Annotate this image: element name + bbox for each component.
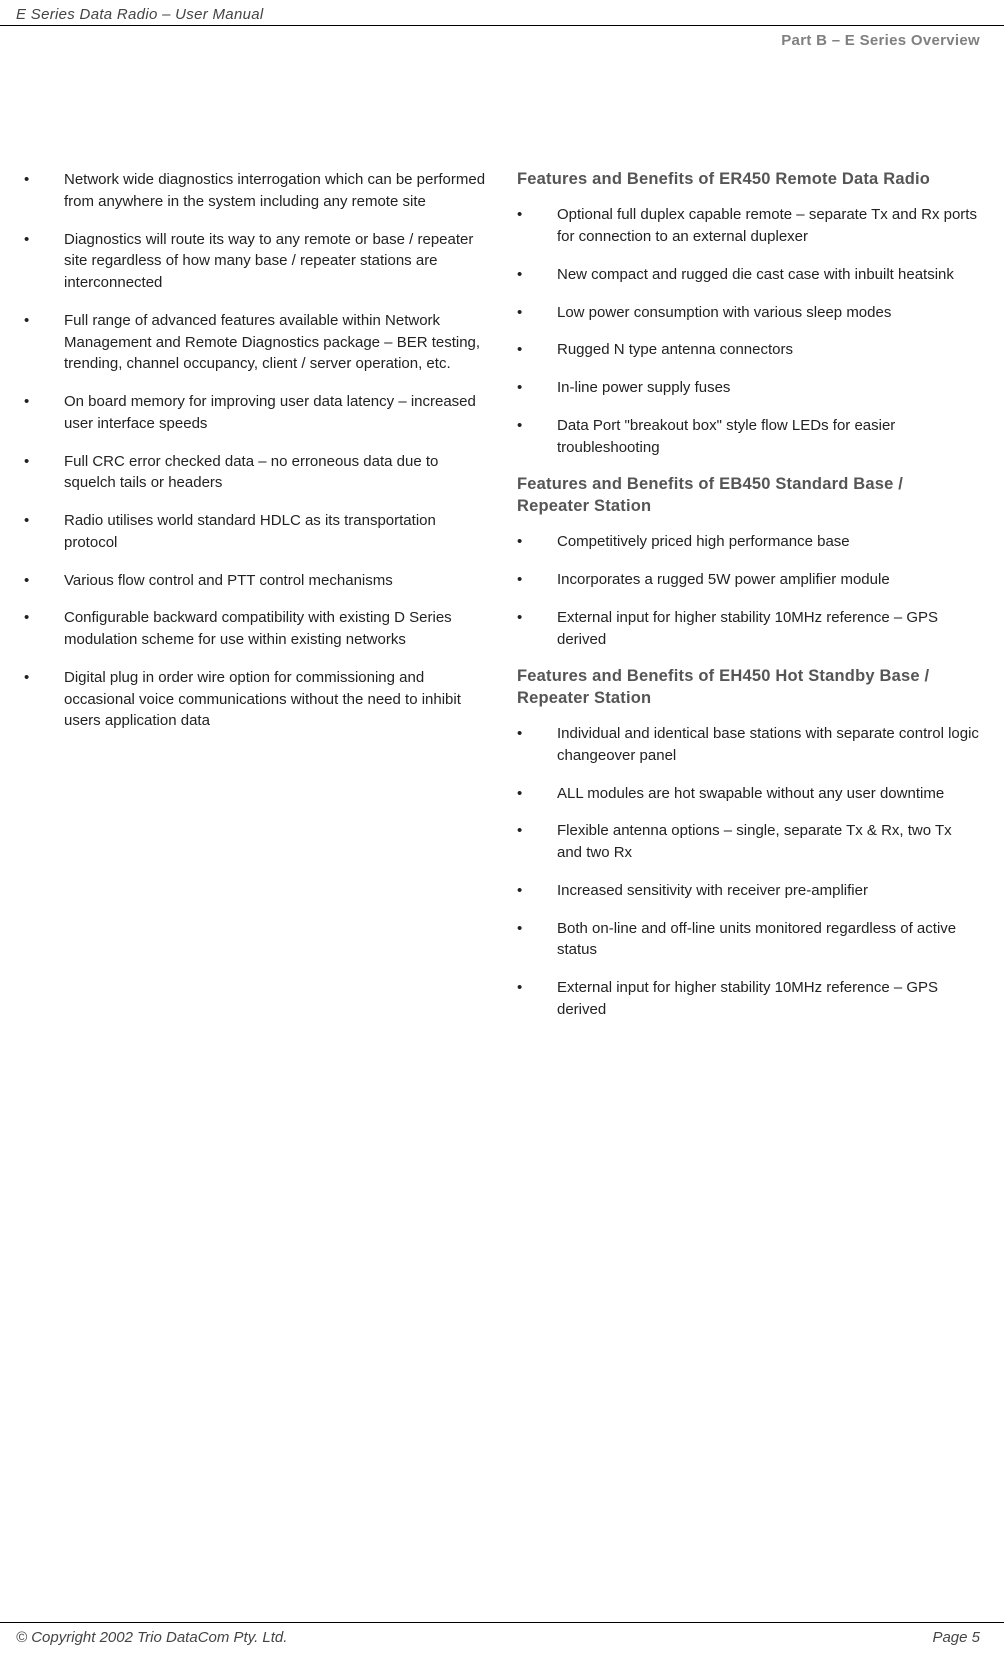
- list-item: Network wide diagnostics interrogation w…: [24, 169, 487, 213]
- page-number: Page 5: [932, 1629, 980, 1646]
- eh450-bullet-list: Individual and identical base stations w…: [517, 723, 980, 1021]
- subhead-er450: Features and Benefits of ER450 Remote Da…: [517, 169, 980, 190]
- list-item: Individual and identical base stations w…: [517, 723, 980, 767]
- section-label: Part B – E Series Overview: [0, 26, 1004, 49]
- list-item: Full CRC error checked data – no erroneo…: [24, 451, 487, 495]
- list-item: External input for higher stability 10MH…: [517, 977, 980, 1021]
- list-item: Configurable backward compatibility with…: [24, 607, 487, 651]
- list-item: Various flow control and PTT control mec…: [24, 570, 487, 592]
- subhead-eh450: Features and Benefits of EH450 Hot Stand…: [517, 666, 980, 709]
- list-item: Competitively priced high performance ba…: [517, 531, 980, 553]
- header-bar: E Series Data Radio – User Manual: [0, 0, 1004, 26]
- list-item: Rugged N type antenna connectors: [517, 339, 980, 361]
- list-item: Low power consumption with various sleep…: [517, 302, 980, 324]
- list-item: Digital plug in order wire option for co…: [24, 667, 487, 732]
- subhead-eb450: Features and Benefits of EB450 Standard …: [517, 474, 980, 517]
- manual-title: E Series Data Radio – User Manual: [16, 6, 264, 23]
- list-item: Data Port "breakout box" style flow LEDs…: [517, 415, 980, 459]
- list-item: On board memory for improving user data …: [24, 391, 487, 435]
- right-column: Features and Benefits of ER450 Remote Da…: [517, 169, 980, 1622]
- list-item: Both on-line and off-line units monitore…: [517, 918, 980, 962]
- list-item: Increased sensitivity with receiver pre-…: [517, 880, 980, 902]
- er450-bullet-list: Optional full duplex capable remote – se…: [517, 204, 980, 458]
- eb450-bullet-list: Competitively priced high performance ba…: [517, 531, 980, 650]
- copyright-text: © Copyright 2002 Trio DataCom Pty. Ltd.: [16, 1629, 287, 1646]
- list-item: Radio utilises world standard HDLC as it…: [24, 510, 487, 554]
- list-item: External input for higher stability 10MH…: [517, 607, 980, 651]
- list-item: Full range of advanced features availabl…: [24, 310, 487, 375]
- list-item: Optional full duplex capable remote – se…: [517, 204, 980, 248]
- list-item: Incorporates a rugged 5W power amplifier…: [517, 569, 980, 591]
- main-content: Network wide diagnostics interrogation w…: [0, 49, 1004, 1622]
- left-column: Network wide diagnostics interrogation w…: [24, 169, 487, 1622]
- list-item: Diagnostics will route its way to any re…: [24, 229, 487, 294]
- list-item: In-line power supply fuses: [517, 377, 980, 399]
- list-item: ALL modules are hot swapable without any…: [517, 783, 980, 805]
- list-item: New compact and rugged die cast case wit…: [517, 264, 980, 286]
- left-bullet-list: Network wide diagnostics interrogation w…: [24, 169, 487, 732]
- list-item: Flexible antenna options – single, separ…: [517, 820, 980, 864]
- footer-bar: © Copyright 2002 Trio DataCom Pty. Ltd. …: [0, 1622, 1004, 1656]
